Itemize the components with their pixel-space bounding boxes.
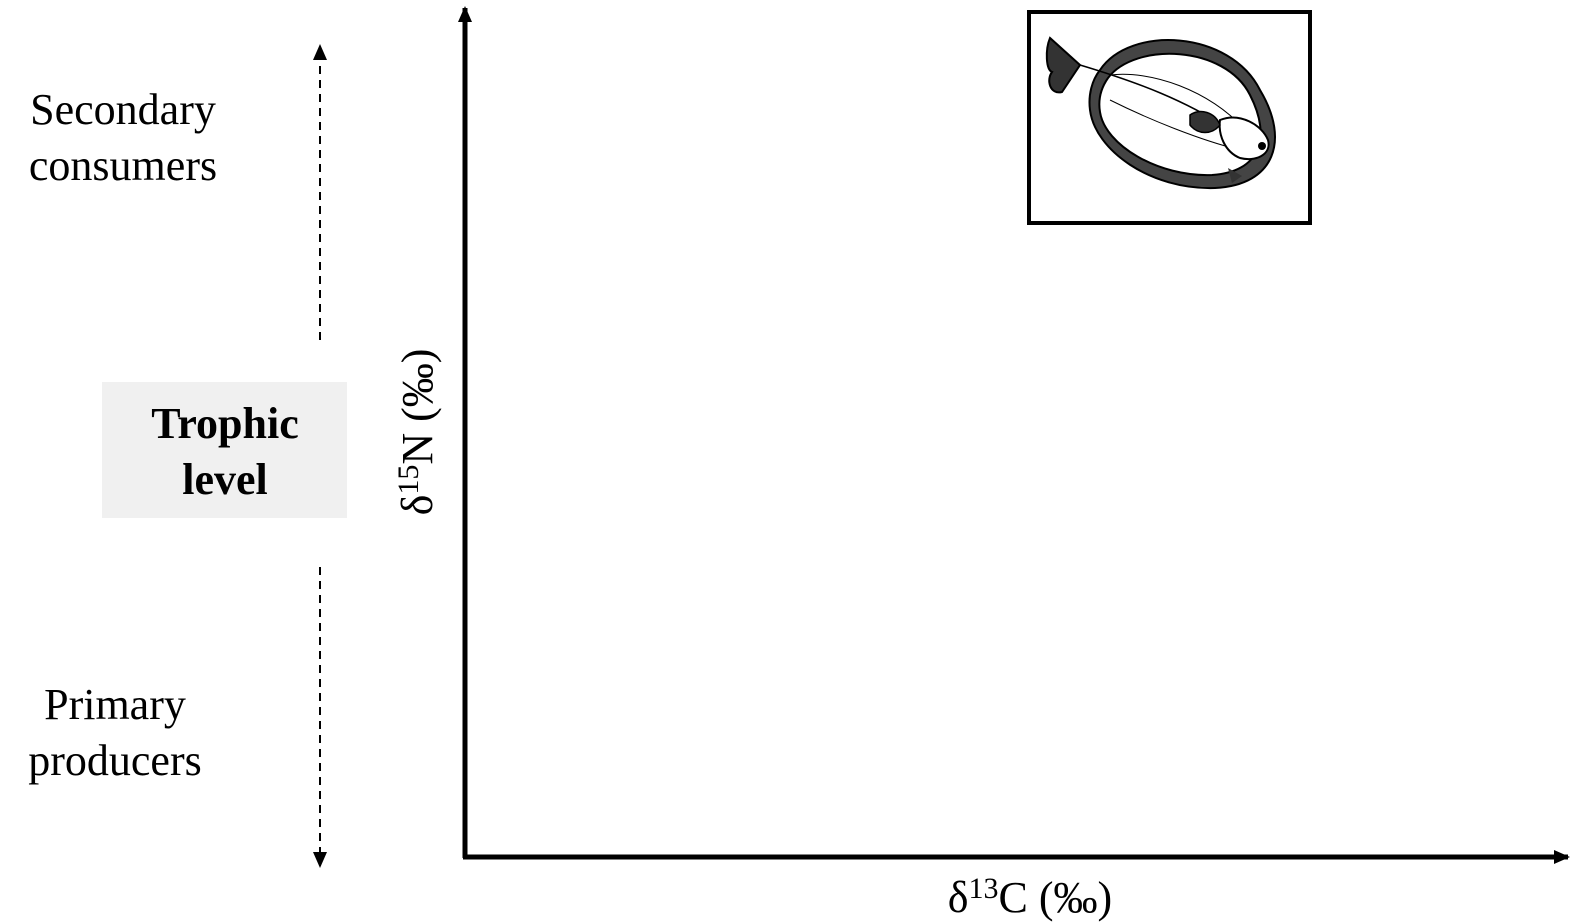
- x-axis-label: δ13C (‰): [948, 872, 1112, 922]
- page: Secondary consumers Trophic level Primar…: [0, 0, 1570, 924]
- label-part: N (‰): [393, 349, 442, 465]
- top-label-line: Secondary: [30, 85, 216, 134]
- label-part: C (‰): [999, 873, 1113, 922]
- label-part: δ: [948, 873, 969, 922]
- label-superscript: 15: [392, 465, 425, 495]
- center-label-line: level: [182, 455, 268, 504]
- label-superscript: 13: [969, 872, 999, 905]
- label-part: δ: [393, 495, 442, 516]
- center-label-line: Trophic: [151, 399, 299, 448]
- top-label-line: consumers: [29, 141, 217, 190]
- bottom-label-line: producers: [28, 736, 202, 785]
- y-axis-label: δ15N (‰): [392, 349, 442, 516]
- diagram: Secondary consumers Trophic level Primar…: [0, 0, 1570, 924]
- fish-illustration: [1029, 12, 1310, 223]
- bottom-label-line: Primary: [44, 680, 186, 729]
